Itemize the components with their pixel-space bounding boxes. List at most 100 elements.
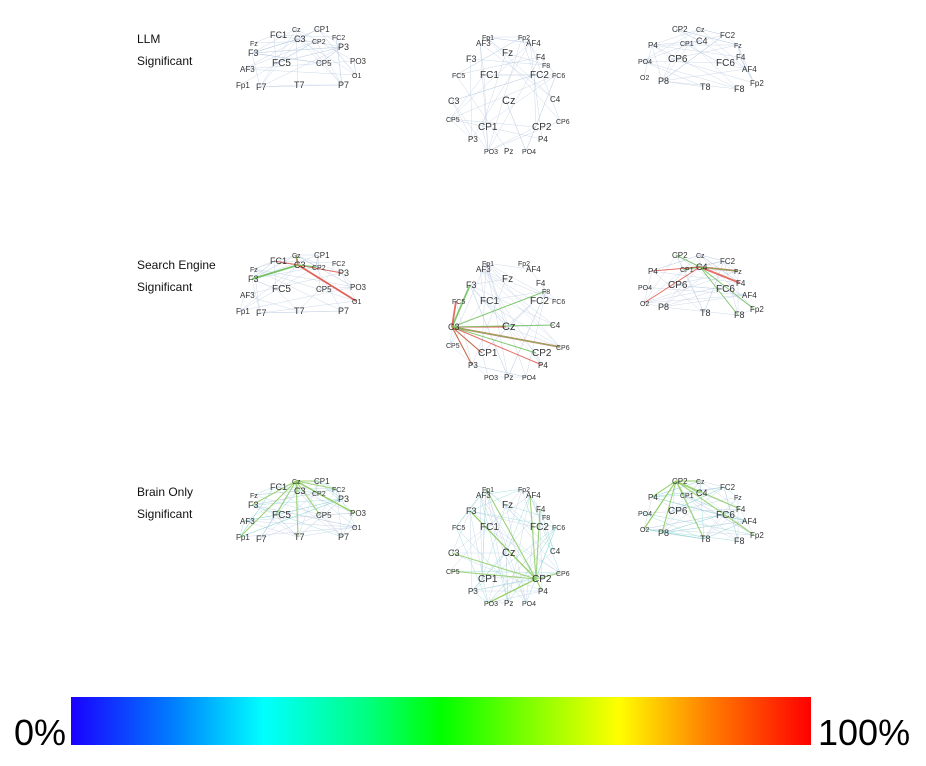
connectivity-link	[449, 344, 489, 378]
connectivity-link	[251, 278, 261, 314]
connectivity-link	[259, 310, 343, 314]
connectivity-link	[481, 572, 561, 580]
row-label-search-engine: Search Engine Significant	[137, 254, 216, 298]
electrode-label: Fp1	[482, 487, 494, 494]
connectivity-link	[487, 590, 543, 604]
connectivity-link	[471, 278, 507, 366]
connectivity-link	[259, 28, 297, 88]
connectivity-link	[449, 118, 543, 140]
connectivity-link	[273, 486, 343, 538]
connectivity-link	[525, 290, 547, 378]
significant-link	[451, 300, 457, 328]
electrode-label: F4	[736, 53, 746, 62]
electrode-label: Cz	[502, 95, 515, 107]
electrode-label: Pz	[504, 147, 513, 156]
electrode-label: AF4	[742, 65, 757, 74]
connectivity-link	[661, 288, 721, 308]
electrode-label: FC6	[552, 73, 565, 80]
electrode-label: FC1	[480, 296, 499, 307]
electrode-label: F8	[734, 310, 745, 320]
electrode-label: P4	[538, 587, 548, 596]
connectivity-link	[737, 308, 755, 316]
connectivity-link	[335, 36, 343, 48]
connectivity-link	[529, 42, 561, 122]
electrode-label: Fp2	[518, 487, 530, 494]
electrode-label: F8	[542, 289, 550, 296]
significant-link	[651, 266, 701, 272]
connectivity-link	[719, 514, 747, 522]
connectivity-link	[535, 352, 543, 366]
connectivity-link	[481, 290, 547, 354]
significant-link	[487, 578, 537, 604]
connectivity-link	[505, 504, 527, 604]
significant-link	[643, 266, 701, 304]
significant-link	[699, 266, 755, 310]
connectivity-link	[295, 28, 343, 86]
connectivity-link	[253, 34, 275, 44]
connectivity-link	[449, 74, 485, 120]
connectivity-link	[723, 486, 739, 542]
electrode-label: AF3	[240, 65, 255, 74]
electrode-label: Fz	[734, 495, 742, 502]
connectivity-link	[661, 58, 673, 82]
electrode-label: C4	[550, 95, 561, 104]
electrode-label: F8	[542, 515, 550, 522]
connectivity-link	[317, 480, 337, 490]
electrode-label: C3	[448, 548, 460, 558]
significant-link	[535, 508, 541, 580]
significant-link	[451, 326, 561, 348]
electrode-label: Fp1	[236, 307, 250, 316]
connectivity-link	[451, 552, 543, 592]
electrode-label: CP1	[680, 267, 694, 274]
significant-link	[295, 254, 299, 266]
electrode-label: PO3	[350, 57, 367, 66]
electrode-label: Cz	[502, 321, 515, 333]
connectivity-link	[317, 28, 357, 76]
connectivity-link	[675, 28, 739, 90]
connectivity-link	[699, 254, 725, 262]
connectivity-link	[487, 120, 561, 152]
connectivity-link	[335, 488, 343, 538]
connectivity-link	[533, 74, 537, 128]
connectivity-link	[251, 28, 297, 54]
connectivity-link	[481, 262, 487, 354]
connectivity-link	[507, 290, 547, 378]
electrode-label: CP5	[316, 511, 332, 520]
connectivity-link	[485, 262, 527, 378]
connectivity-link	[485, 488, 509, 604]
significant-link	[239, 480, 297, 538]
electrode-label: CP1	[478, 348, 498, 359]
connectivity-link	[739, 508, 755, 536]
connectivity-link	[449, 118, 473, 140]
connectivity-link	[485, 36, 507, 54]
significant-link	[251, 264, 299, 280]
electrode-label: P8	[658, 76, 669, 86]
connectivity-link	[275, 40, 317, 64]
electrode-label: Fz	[734, 269, 742, 276]
electrode-label: PO4	[522, 601, 536, 608]
connectivity-link	[297, 480, 319, 538]
connectivity-link	[479, 494, 537, 580]
electrode-label: PO4	[522, 149, 536, 156]
colorbar-max-label: 100%	[818, 712, 911, 753]
connectivity-link	[471, 42, 531, 140]
electrode-label: P3	[338, 494, 349, 504]
connectivity-link	[479, 268, 485, 302]
connectivity-link	[661, 80, 739, 90]
connectivity-link	[353, 60, 357, 76]
electrode-label: CP6	[668, 506, 688, 517]
connectivity-link	[641, 60, 705, 88]
electrode-label: Fz	[502, 274, 513, 285]
electrode-label: CP1	[680, 41, 694, 48]
colorbar-min-label: 0%	[14, 712, 67, 753]
connectivity-link	[469, 510, 473, 592]
connectivity-link	[661, 520, 747, 534]
connectivity-link	[661, 306, 739, 316]
connectivity-link	[661, 28, 701, 82]
electrode-label: Cz	[292, 479, 301, 486]
electrode-label: P7	[338, 306, 349, 316]
electrode-label: F8	[734, 536, 745, 546]
